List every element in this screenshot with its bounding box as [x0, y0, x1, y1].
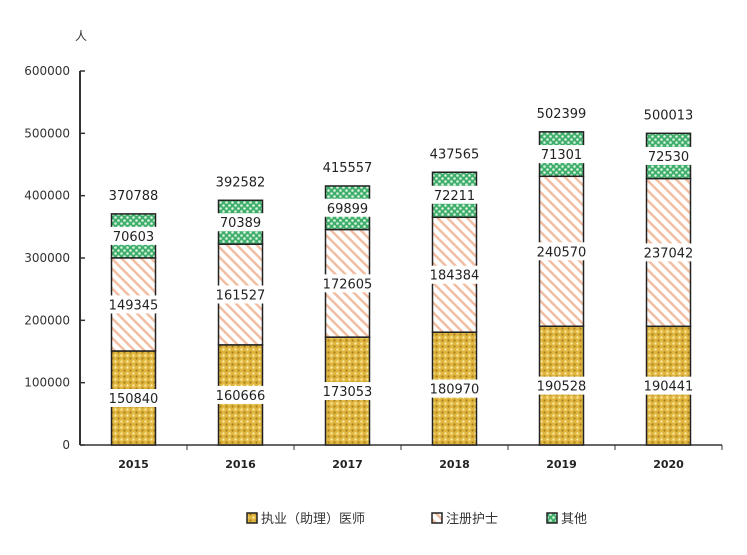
- legend-label: 其他: [561, 512, 587, 527]
- data-label: 72211: [434, 189, 475, 204]
- data-label-background: [319, 198, 376, 217]
- legend-label: 执业（助理）医师: [261, 512, 365, 527]
- data-label: 237042: [644, 246, 694, 261]
- x-tick-label: 2020: [653, 458, 684, 471]
- y-tick-label: 500000: [24, 126, 70, 140]
- data-label: 172605: [323, 277, 373, 292]
- y-tick-label: 0: [62, 438, 70, 452]
- data-label-background: [212, 285, 269, 304]
- data-label: 240570: [537, 245, 587, 260]
- data-label: 184384: [430, 269, 480, 284]
- data-label-background: [105, 226, 162, 245]
- data-label-background: [426, 379, 483, 398]
- x-tick-label: 2016: [225, 458, 256, 471]
- data-label: 160666: [216, 389, 266, 404]
- data-label: 72530: [648, 150, 689, 165]
- x-tick-label: 2015: [118, 458, 149, 471]
- data-label-background: [212, 385, 269, 404]
- y-tick-label: 100000: [24, 376, 70, 390]
- data-label-background: [105, 295, 162, 314]
- data-label: 173053: [323, 385, 373, 400]
- total-label: 370788: [109, 189, 159, 204]
- total-label: 500013: [644, 108, 694, 123]
- total-label: 392582: [216, 175, 266, 190]
- total-label: 415557: [323, 161, 373, 176]
- total-label: 502399: [537, 107, 587, 122]
- data-label-background: [533, 376, 590, 395]
- data-label-background: [426, 265, 483, 284]
- data-label: 70389: [220, 216, 261, 231]
- data-label-background: [533, 145, 590, 164]
- data-label-background: [105, 388, 162, 407]
- data-label-background: [640, 376, 697, 395]
- data-label-background: [426, 185, 483, 204]
- legend-swatch: [546, 512, 558, 524]
- legend-label: 注册护士: [446, 512, 498, 527]
- x-tick-label: 2019: [546, 458, 577, 471]
- data-label-background: [319, 274, 376, 293]
- data-label-background: [533, 242, 590, 261]
- data-label: 180970: [430, 383, 480, 398]
- x-tick-label: 2017: [332, 458, 363, 471]
- data-label: 161527: [216, 289, 266, 304]
- y-tick-label: 400000: [24, 189, 70, 203]
- x-tick-label: 2018: [439, 458, 470, 471]
- data-label: 69899: [327, 202, 368, 217]
- y-tick-label: 300000: [24, 251, 70, 265]
- data-label: 190528: [537, 380, 587, 395]
- legend-swatch: [246, 512, 258, 524]
- data-label: 71301: [541, 148, 582, 163]
- data-label-background: [640, 243, 697, 262]
- y-tick-label: 600000: [24, 64, 70, 78]
- data-label-background: [212, 213, 269, 232]
- data-label-background: [640, 146, 697, 165]
- legend-swatch: [431, 512, 443, 524]
- total-label: 437565: [430, 147, 480, 162]
- data-label: 149345: [109, 298, 159, 313]
- y-axis-unit-label: 人: [75, 29, 87, 43]
- y-tick-label: 200000: [24, 313, 70, 327]
- data-label: 70603: [113, 230, 154, 245]
- data-label: 190441: [644, 380, 694, 395]
- data-label-background: [319, 382, 376, 401]
- data-label: 150840: [109, 392, 159, 407]
